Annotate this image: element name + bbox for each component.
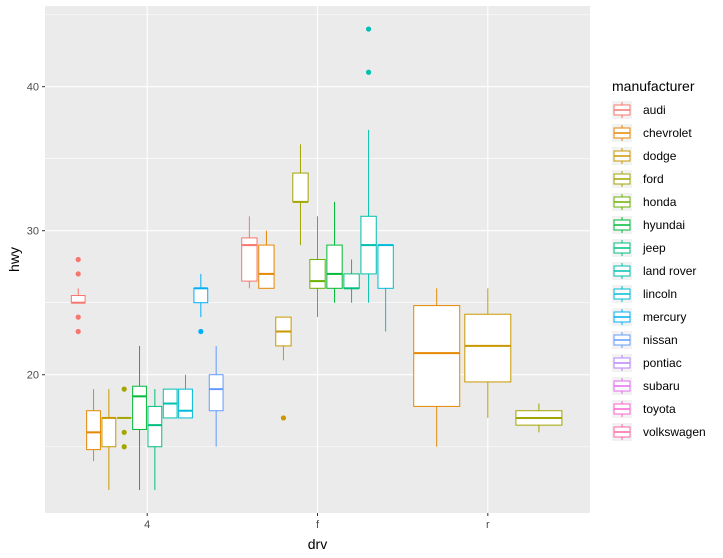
y-axis: 20 30 40: [27, 82, 45, 382]
legend-entry-honda: honda: [612, 193, 677, 211]
legend-label: jeep: [642, 241, 666, 255]
box-body: [377, 244, 394, 289]
box-body: [309, 259, 326, 289]
box-body: [193, 287, 209, 304]
legend-entries: audi chevrolet dodge ford honda hyundai jeep la…: [612, 101, 706, 441]
box-r-dodge: [464, 288, 512, 418]
legend-label: nissan: [643, 333, 678, 347]
x-tick-label: f: [316, 519, 320, 531]
box-f-chevrolet: [258, 230, 275, 289]
x-axis: 4 f r: [144, 513, 490, 531]
y-axis-title: hwy: [6, 247, 22, 272]
legend-entry-chevrolet: chevrolet: [612, 124, 692, 142]
outlier-point: [365, 26, 372, 32]
legend-title: manufacturer: [612, 78, 695, 94]
legend-entry-audi: audi: [612, 101, 666, 119]
outlier-point: [280, 415, 287, 421]
legend-label: chevrolet: [643, 126, 692, 140]
box-body: [178, 388, 193, 419]
legend-label: dodge: [643, 149, 677, 163]
box-f-honda: [309, 216, 326, 318]
x-axis-title: drv: [308, 536, 327, 552]
legend-label: hyundai: [643, 218, 685, 232]
box-f-lincoln: [377, 244, 394, 332]
legend-label: honda: [643, 195, 677, 209]
outlier-point: [198, 328, 204, 335]
legend-label: audi: [643, 103, 666, 117]
legend-entry-dodge: dodge: [612, 147, 677, 165]
box-4-mercury: [193, 273, 209, 335]
box-4-nissan: [208, 345, 224, 447]
box-4-chevrolet: [86, 389, 101, 462]
box-4-lincoln: [178, 374, 193, 419]
box-body: [326, 244, 343, 289]
legend-label: toyota: [643, 402, 676, 416]
box-4-hyundai: [132, 345, 147, 490]
box-f-ford: [292, 144, 309, 246]
y-tick-label: 20: [27, 370, 39, 382]
box-4-dodge: [101, 389, 117, 490]
legend-label: ford: [643, 172, 664, 186]
legend-label: mercury: [643, 310, 686, 324]
box-body: [208, 374, 224, 412]
box-body: [70, 295, 86, 304]
legend-entry-subaru: subaru: [612, 377, 680, 395]
box-f-dodge: [275, 316, 292, 421]
legend-entry-nissan: nissan: [612, 331, 678, 349]
legend: manufacturer audi chevrolet dodge ford honda…: [612, 78, 706, 441]
box-body: [86, 410, 101, 451]
box-f-jeep: [343, 259, 360, 303]
y-tick-label: 30: [27, 226, 39, 238]
outlier-point: [121, 429, 127, 435]
legend-entry-land-rover: land rover: [612, 262, 696, 280]
legend-label: subaru: [643, 379, 680, 393]
box-r-chevrolet: [413, 288, 461, 447]
legend-entry-hyundai: hyundai: [612, 216, 685, 234]
legend-entry-toyota: toyota: [612, 400, 676, 418]
box-4-audi: [70, 256, 86, 335]
box-body: [292, 172, 309, 203]
box-body: [464, 313, 512, 383]
box-f-land-rover: [360, 26, 377, 303]
legend-label: lincoln: [643, 287, 677, 301]
box-4-ford: [116, 386, 132, 450]
box-f-hyundai: [326, 201, 343, 303]
box-4-jeep: [147, 389, 163, 490]
box-series: [70, 26, 563, 490]
outlier-point: [75, 328, 81, 335]
legend-entry-jeep: jeep: [612, 239, 666, 257]
legend-entry-mercury: mercury: [612, 308, 686, 326]
legend-entry-pontiac: pontiac: [612, 354, 682, 372]
outlier-point: [75, 314, 81, 320]
legend-label: land rover: [643, 264, 696, 278]
legend-entry-volkswagen: volkswagen: [612, 423, 706, 441]
x-tick-label: r: [486, 519, 490, 531]
box-body: [258, 244, 275, 289]
outlier-point: [75, 271, 81, 277]
box-r-ford: [515, 403, 563, 433]
box-body: [343, 273, 360, 289]
x-tick-label: 4: [144, 519, 150, 531]
box-4-land-rover: [162, 388, 178, 419]
box-body: [413, 305, 461, 407]
box-body: [147, 405, 163, 448]
outlier-point: [121, 444, 127, 450]
legend-label: pontiac: [643, 356, 682, 370]
y-tick-label: 40: [27, 82, 39, 94]
legend-entry-lincoln: lincoln: [612, 285, 677, 303]
box-body: [241, 237, 258, 282]
box-body: [101, 417, 117, 448]
box-body: [132, 385, 147, 430]
legend-entry-ford: ford: [612, 170, 664, 188]
outlier-point: [121, 386, 127, 392]
outlier-point: [365, 69, 372, 75]
outlier-point: [75, 256, 81, 263]
legend-label: volkswagen: [643, 425, 706, 439]
box-f-audi: [241, 216, 258, 289]
